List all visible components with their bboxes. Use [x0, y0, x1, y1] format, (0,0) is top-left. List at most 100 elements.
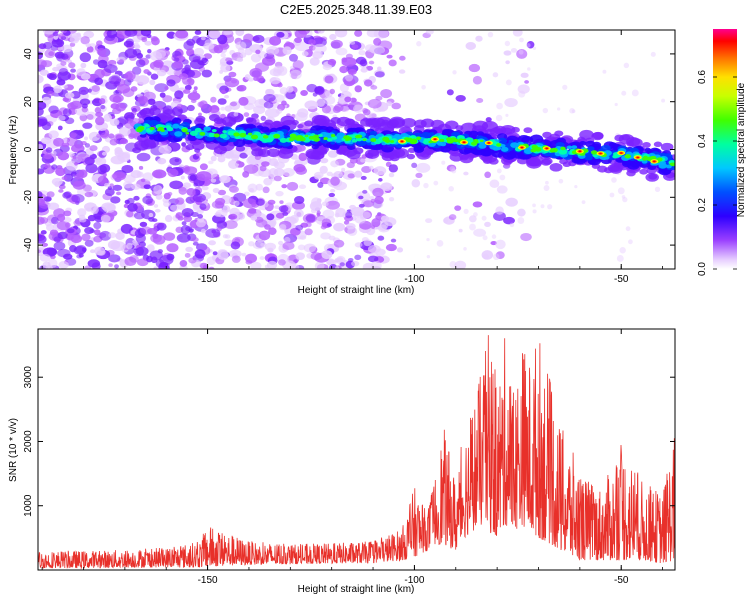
noise-blob [517, 208, 526, 217]
noise-blob [184, 64, 191, 72]
noise-blob [258, 230, 271, 241]
ridge-blob [308, 135, 315, 140]
noise-blob [436, 239, 444, 247]
noise-blob [51, 177, 63, 186]
ridge-blob [186, 129, 192, 133]
noise-blob [273, 65, 285, 74]
noise-blob [472, 75, 482, 85]
noise-blob [347, 257, 354, 262]
noise-blob [532, 46, 537, 51]
noise-blob [58, 33, 65, 38]
noise-blob [279, 224, 287, 231]
noise-blob [158, 144, 172, 155]
noise-blob [112, 95, 122, 103]
noise-blob [463, 208, 469, 214]
noise-blob [517, 217, 525, 224]
noise-blob [173, 57, 180, 62]
noise-blob [87, 88, 92, 93]
ridge-core [400, 140, 404, 143]
noise-blob [319, 157, 329, 164]
noise-blob [169, 180, 184, 190]
noise-blob [661, 98, 666, 103]
noise-blob [120, 223, 133, 234]
noise-blob [279, 87, 288, 95]
ridge-blob [289, 133, 297, 139]
noise-blob [243, 191, 250, 197]
noise-blob [609, 192, 615, 198]
ridge-blob [195, 115, 206, 123]
noise-blob [38, 59, 47, 69]
noise-blob [386, 101, 393, 107]
noise-blob [233, 200, 240, 207]
ridge-blob [323, 137, 328, 140]
noise-blob [279, 200, 284, 205]
ridge-blob [455, 125, 464, 131]
noise-blob [360, 175, 367, 180]
ridge-blob [185, 131, 190, 135]
noise-blob [371, 218, 381, 228]
noise-blob [262, 186, 270, 194]
ridge-blob [326, 137, 333, 142]
noise-blob [51, 38, 65, 48]
noise-blob [390, 238, 397, 243]
noise-blob [370, 198, 376, 203]
noise-blob [314, 261, 325, 269]
noise-blob [366, 30, 379, 38]
noise-blob [104, 182, 110, 188]
noise-blob [451, 168, 457, 174]
noise-blob [185, 226, 193, 232]
noise-blob [89, 249, 96, 254]
noise-blob [282, 241, 295, 251]
noise-blob [327, 150, 338, 158]
ridge-blob [453, 133, 459, 137]
noise-blob [617, 187, 625, 195]
noise-blob [495, 251, 505, 260]
noise-blob [187, 92, 201, 101]
noise-blob [485, 117, 492, 122]
ridge-core [652, 160, 656, 163]
noise-blob [44, 49, 56, 59]
ridge-blob [658, 162, 668, 169]
noise-blob [40, 137, 52, 145]
ridge-blob [666, 164, 672, 169]
noise-blob [136, 52, 144, 59]
ridge-blob [566, 145, 573, 150]
noise-blob [99, 230, 112, 241]
noise-blob [220, 90, 226, 95]
noise-blob [441, 160, 446, 165]
noise-blob [153, 204, 159, 208]
noise-blob [153, 185, 163, 195]
noise-blob [286, 85, 294, 93]
noise-blob [358, 195, 364, 200]
noise-blob [81, 233, 91, 242]
noise-blob [133, 195, 140, 201]
noise-blob [125, 70, 136, 81]
x-tick-label: -50 [614, 274, 629, 285]
ridge-blob [369, 130, 378, 136]
noise-blob [317, 30, 325, 34]
noise-blob [108, 263, 113, 267]
ridge-blob [335, 138, 342, 143]
ridge-blob [311, 144, 319, 150]
noise-blob [547, 204, 553, 210]
noise-blob [194, 30, 202, 35]
snr-y-ticks: 1000 2000 3000 [23, 366, 675, 517]
noise-blob [200, 36, 206, 41]
noise-blob [78, 217, 87, 223]
noise-blob [482, 235, 488, 241]
ridge-blob [235, 145, 246, 152]
ridge-blob [413, 145, 425, 153]
noise-blob [135, 233, 146, 244]
noise-blob [493, 211, 506, 221]
noise-blob [109, 183, 114, 188]
ridge-blob [510, 142, 519, 148]
ridge-blob [358, 140, 367, 146]
ridge-blob [653, 141, 663, 148]
noise-blob [286, 181, 299, 191]
noise-blob [53, 137, 65, 147]
ridge-blob [542, 157, 553, 165]
noise-blob [518, 49, 524, 55]
ridge-blob [199, 131, 206, 136]
noise-blob [324, 75, 334, 84]
y-tick-label: -40 [23, 237, 34, 252]
